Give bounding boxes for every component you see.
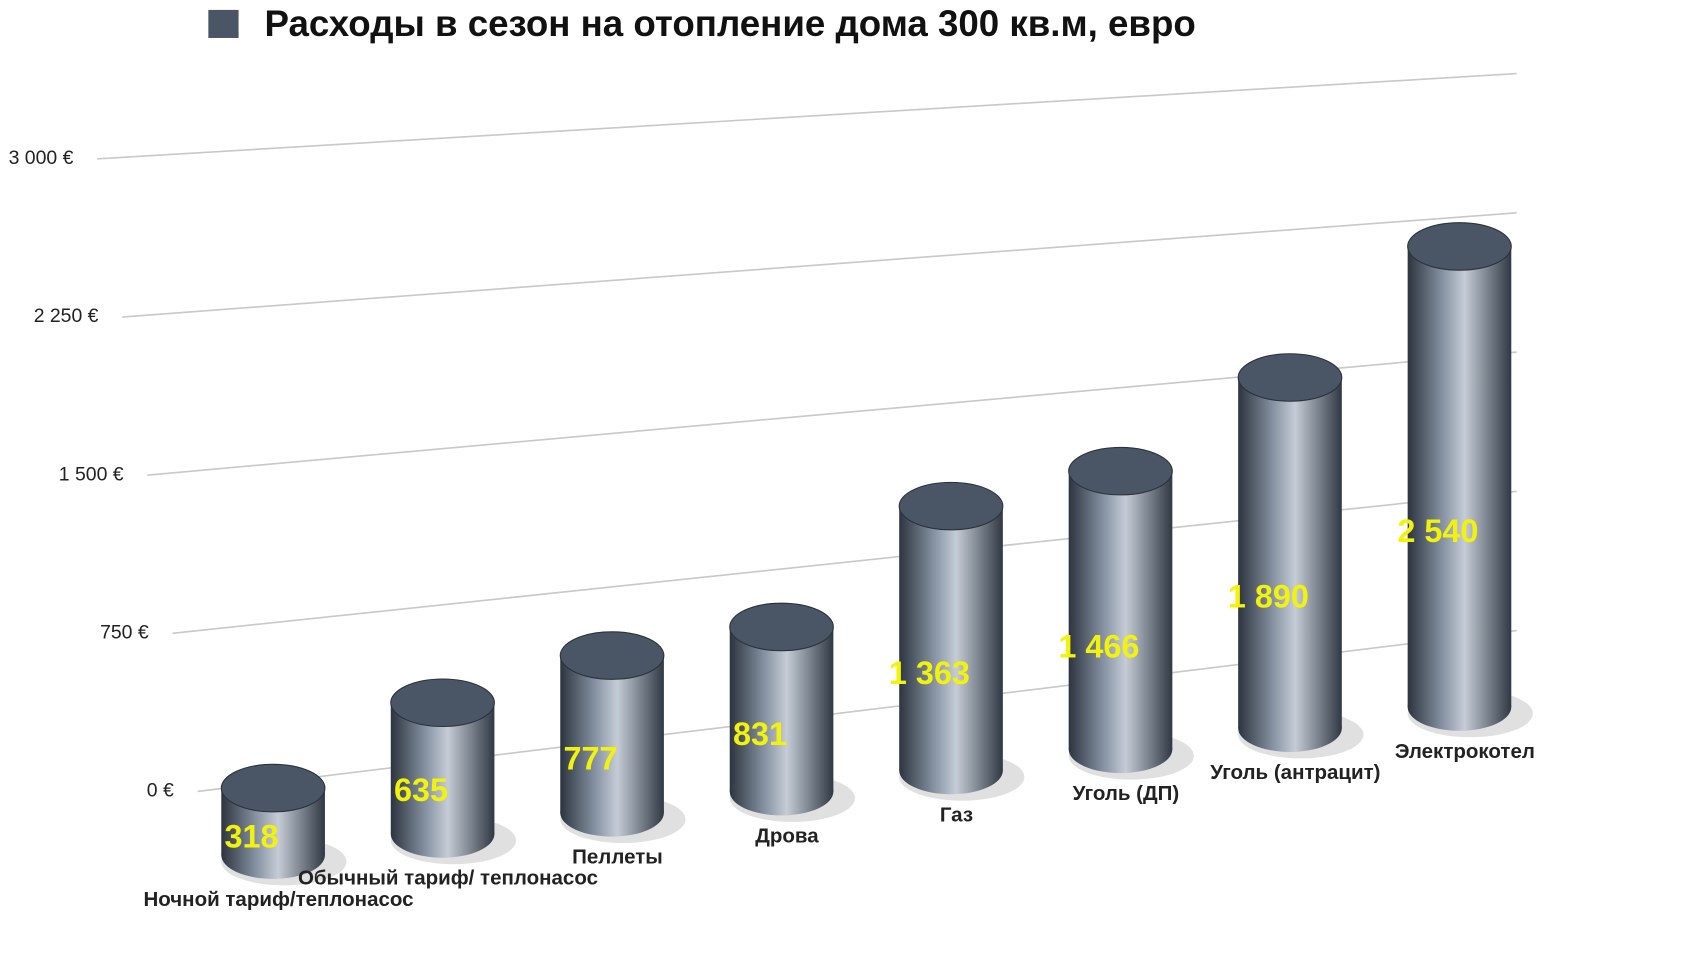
x-tick-label: Уголь (антрацит) — [1210, 761, 1380, 784]
x-tick-label: Обычный тариф/ теплонасос — [298, 867, 598, 890]
y-tick-label: 2 250 € — [34, 305, 99, 327]
x-tick-label: Дрова — [755, 824, 819, 847]
bar-top — [898, 481, 1004, 531]
bar-top — [220, 763, 326, 813]
grid-line — [97, 72, 1517, 160]
x-tick-label: Уголь (ДП) — [1073, 782, 1180, 805]
bar — [1068, 471, 1173, 750]
x-tick-label: Ночной тариф/теплонасос — [143, 888, 413, 911]
value-label: 1 363 — [889, 655, 970, 691]
y-tick-label: 750 € — [100, 621, 149, 643]
bar-top — [1407, 222, 1512, 271]
value-label: 2 540 — [1397, 513, 1478, 549]
value-label: 831 — [733, 716, 787, 752]
y-tick-label: 0 € — [147, 780, 174, 802]
y-tick-label: 1 500 € — [59, 463, 124, 485]
bar-top — [1068, 446, 1173, 496]
bar — [899, 506, 1003, 771]
bar — [1407, 246, 1512, 708]
bar — [560, 655, 664, 813]
value-label: 777 — [563, 740, 617, 776]
bar-top — [559, 631, 665, 680]
x-tick-label: Газ — [940, 803, 973, 826]
grid-line — [122, 212, 1517, 318]
bar-top — [729, 602, 834, 652]
x-tick-label: Электрокотел — [1395, 740, 1535, 763]
value-label: 1 890 — [1228, 578, 1309, 614]
bar — [1238, 377, 1342, 729]
bar — [729, 626, 834, 792]
legend-swatch — [208, 9, 239, 38]
x-tick-label: Пеллеты — [572, 846, 663, 869]
bar-top — [390, 678, 495, 728]
value-label: 1 466 — [1058, 628, 1139, 664]
value-label: 318 — [225, 819, 279, 855]
y-tick-label: 3 000 € — [9, 147, 74, 169]
value-label: 635 — [394, 772, 448, 808]
bars: 318 Ночной тариф/теплонасос 635 Обычный тар… — [143, 222, 1535, 911]
legend-label: Расходы в сезон на отопление дома 300 кв… — [264, 3, 1195, 44]
bar-top — [1237, 353, 1343, 402]
